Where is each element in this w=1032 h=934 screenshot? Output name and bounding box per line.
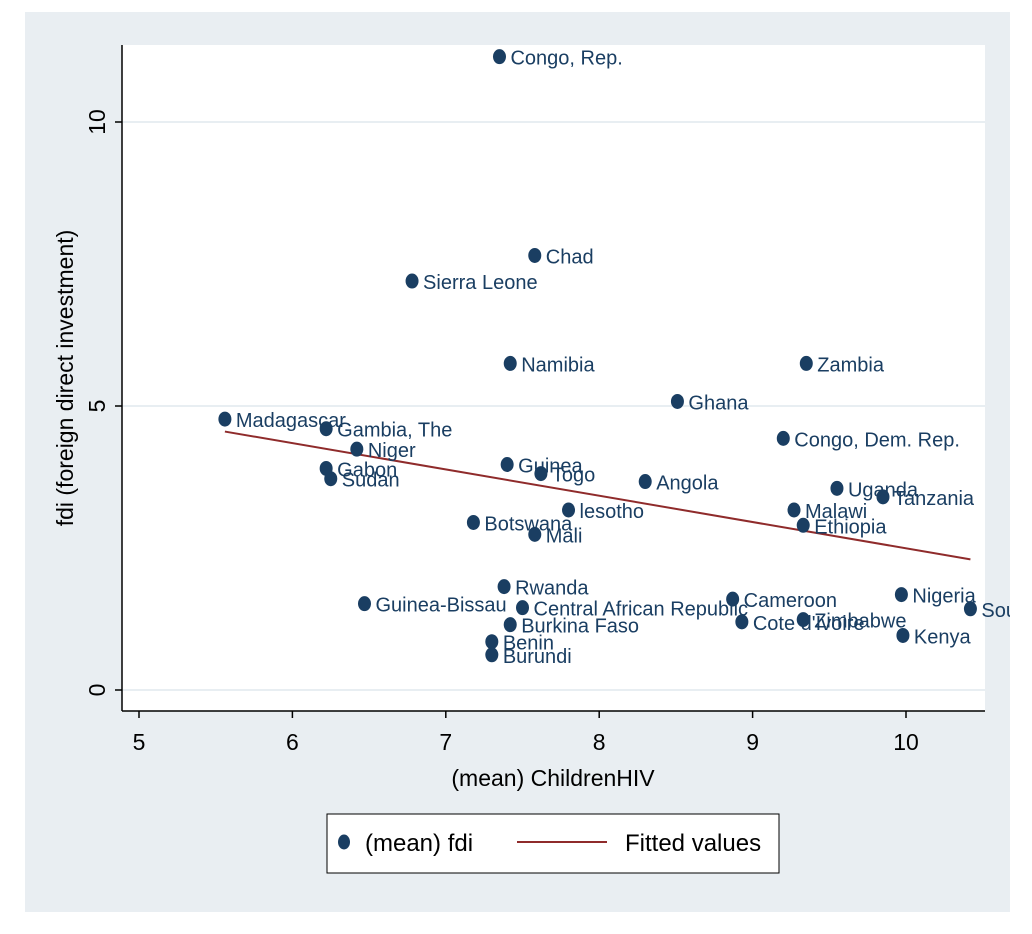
point-label: Burkina Faso — [521, 616, 639, 638]
point-label: Burundi — [503, 646, 572, 668]
scatter-point — [405, 273, 419, 289]
scatter-point — [528, 526, 542, 542]
scatter-point — [503, 355, 517, 371]
scatter-point — [500, 457, 514, 473]
point-label: Rwanda — [515, 578, 589, 600]
gridlines — [122, 121, 985, 691]
scatter-point — [534, 466, 548, 482]
y-axis-title: fdi (foreign direct investment) — [52, 230, 78, 527]
point-label: Kenya — [914, 626, 972, 648]
point-label: Niger — [368, 440, 416, 462]
scatter-point — [485, 647, 499, 663]
scatter-point — [528, 247, 542, 263]
point-label: Cote d'Ivoire — [753, 613, 865, 635]
y-tick-label: 10 — [84, 109, 110, 135]
x-tick-label: 10 — [893, 729, 919, 755]
scatter-point — [894, 587, 908, 603]
point-label: Ethiopia — [814, 516, 887, 538]
x-tick-label: 9 — [746, 729, 759, 755]
scatter-point — [357, 596, 371, 612]
point-labels-layer: Congo, Rep. Chad Sierra Leone Namibia Zambia… — [236, 48, 1032, 668]
point-label: Zambia — [817, 354, 885, 376]
ticks: 0 5 10 5 6 7 8 9 10 — [84, 109, 919, 755]
scatter-point — [319, 421, 333, 437]
point-label: Uganda — [848, 479, 919, 501]
point-label: Mali — [546, 525, 583, 547]
x-tick-label: 8 — [593, 729, 606, 755]
y-tick-label: 5 — [84, 400, 110, 413]
point-label: Madagascar — [236, 410, 346, 432]
point-label: Guinea-Bissau — [375, 595, 506, 617]
y-tick-label: 0 — [84, 684, 110, 697]
point-label: Botswana — [484, 513, 573, 535]
x-tick-label: 6 — [286, 729, 299, 755]
point-label: Central African Republic — [534, 599, 749, 621]
scatter-point — [485, 634, 499, 650]
scatter-point — [896, 627, 910, 643]
x-tick-label: 7 — [439, 729, 452, 755]
plot-area — [122, 45, 985, 711]
point-label: Cameroon — [744, 590, 837, 612]
scatter-point — [787, 502, 801, 518]
scatter-point — [670, 393, 684, 409]
point-label: Sierra Leone — [423, 272, 538, 294]
legend-marker-scatter — [338, 834, 350, 850]
scatter-point — [830, 480, 844, 496]
scatter-point — [726, 591, 740, 607]
scatter-point — [324, 471, 338, 487]
scatter-point — [876, 489, 890, 505]
scatter-point — [497, 579, 511, 595]
point-label: Zimbabwe — [814, 611, 906, 633]
scatter-point — [963, 601, 977, 617]
scatter-point — [796, 612, 810, 628]
point-label: Angola — [656, 473, 719, 495]
point-label: Malawi — [805, 501, 867, 523]
scatter-point — [516, 600, 529, 616]
legend-box — [326, 813, 780, 874]
scatter-point — [776, 430, 790, 446]
point-label: Gambia, The — [337, 420, 452, 442]
scatter-point — [638, 474, 652, 490]
point-label: Tanzania — [894, 488, 975, 510]
legend-label-fitted: Fitted values — [625, 830, 761, 857]
point-label: Namibia — [521, 354, 595, 376]
point-label: Congo, Dem. Rep. — [794, 429, 960, 451]
point-label: Ghana — [688, 392, 749, 414]
point-label: lesotho — [580, 501, 645, 523]
point-label: Togo — [552, 465, 595, 487]
scatter-point — [503, 617, 517, 633]
legend: (mean) fdi Fitted values — [326, 813, 780, 874]
scatter-point — [466, 514, 480, 530]
point-label: Congo, Rep. — [510, 48, 622, 70]
point-label: Benin — [503, 633, 554, 655]
point-label: Chad — [546, 246, 594, 268]
scatter-point — [562, 502, 576, 518]
point-label: Gabon — [337, 459, 397, 481]
scatter-point — [218, 411, 232, 427]
point-label: Sudan — [342, 470, 400, 492]
scatter-point — [735, 614, 749, 630]
point-label: Nigeria — [912, 586, 976, 608]
fit-line-layer — [224, 430, 971, 561]
scatter-point — [492, 49, 506, 65]
legend-label-scatter: (mean) fdi — [365, 830, 473, 857]
scatter-point — [799, 355, 813, 371]
points-layer — [218, 49, 977, 663]
scatter-point — [350, 441, 364, 457]
point-label: South Africa — [981, 600, 1032, 622]
scatter-point — [796, 517, 810, 533]
point-label: Guinea — [518, 456, 583, 478]
x-axis-title: (mean) ChildrenHIV — [451, 765, 655, 791]
x-tick-label: 5 — [133, 729, 146, 755]
fitted-line — [224, 430, 971, 561]
axes — [121, 45, 985, 712]
